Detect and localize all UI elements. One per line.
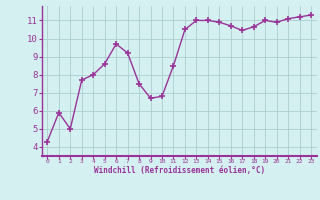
X-axis label: Windchill (Refroidissement éolien,°C): Windchill (Refroidissement éolien,°C) xyxy=(94,166,265,175)
